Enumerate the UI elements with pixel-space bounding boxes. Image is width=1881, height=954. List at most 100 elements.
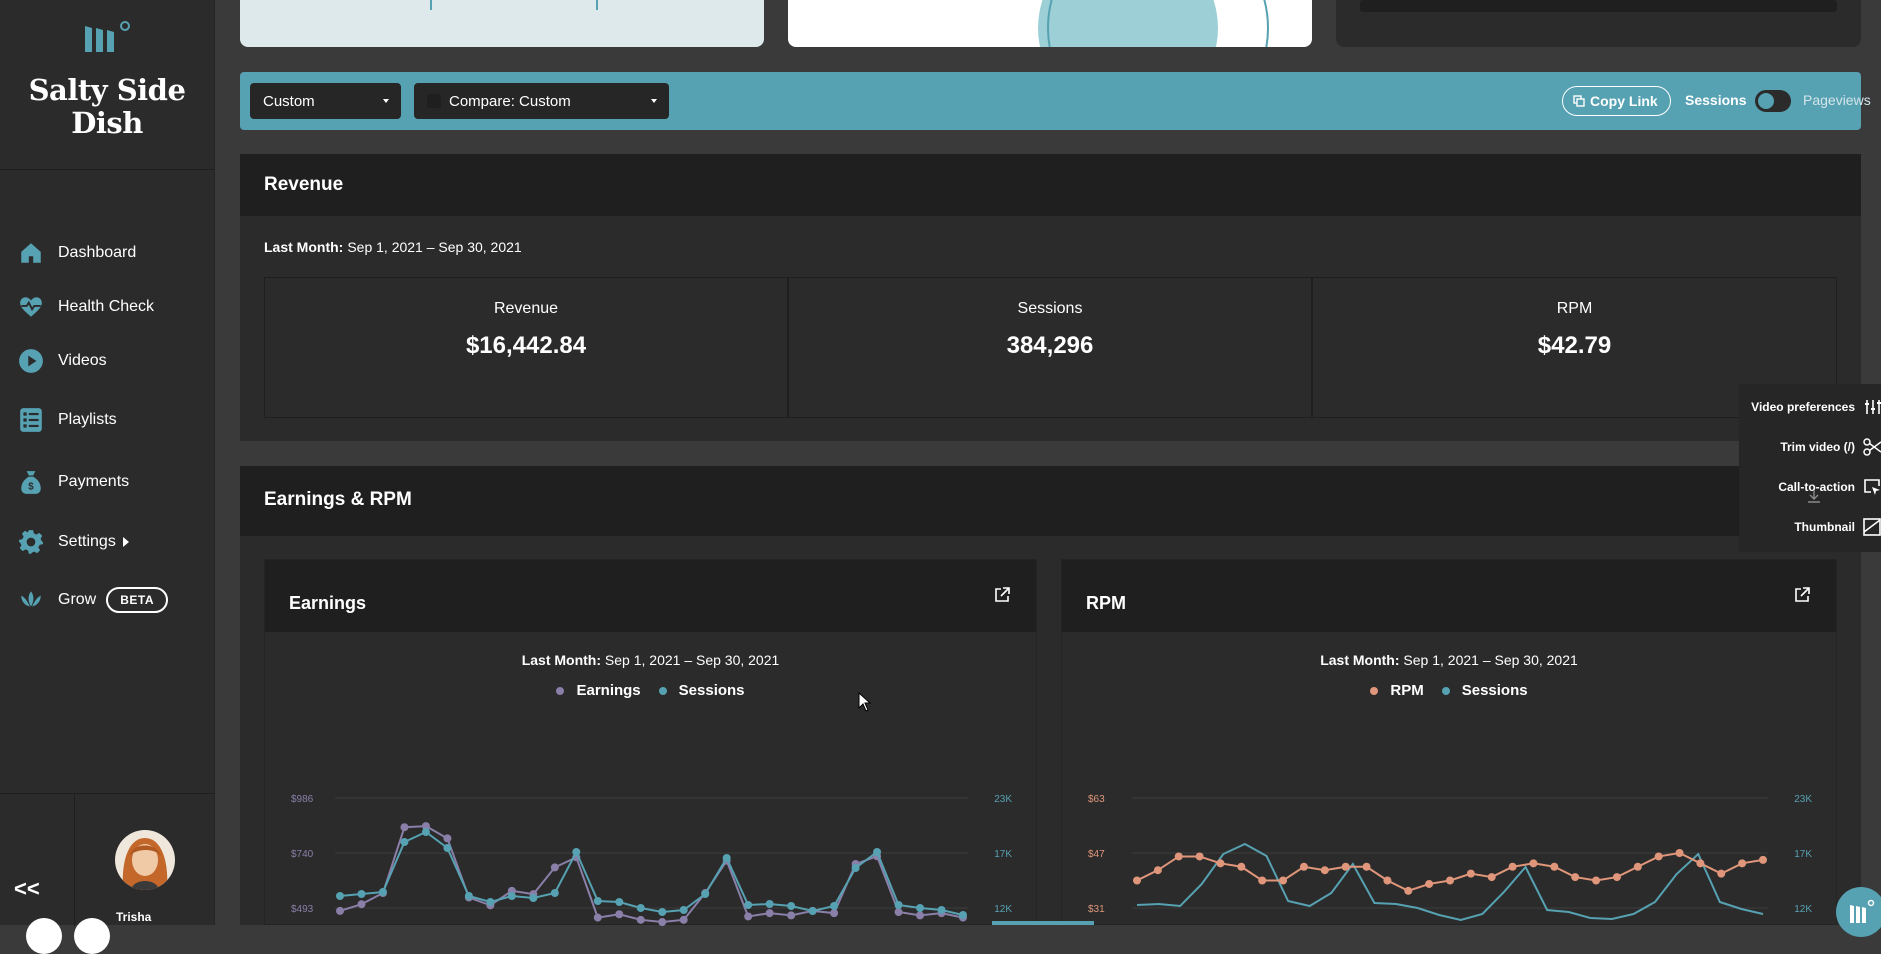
data-point <box>1195 852 1204 861</box>
data-point <box>1174 852 1183 861</box>
sidebar-item-playlists[interactable]: Playlists <box>0 388 214 452</box>
user-name: Trisha <box>116 910 152 924</box>
avatar[interactable] <box>115 830 175 890</box>
data-point <box>1571 873 1580 882</box>
dock-button[interactable] <box>26 918 62 954</box>
sidebar-item-settings[interactable]: Settings <box>0 512 214 572</box>
data-point <box>1341 862 1350 871</box>
gear-icon <box>19 530 43 554</box>
data-point <box>744 912 753 921</box>
mouse-cursor-icon <box>858 692 872 712</box>
date-range-select[interactable]: Custom <box>250 83 401 119</box>
legend-label: Sessions <box>1461 682 1528 699</box>
collapse-sidebar-button[interactable]: << <box>14 876 40 901</box>
data-point <box>1404 886 1413 895</box>
sidebar-item-label: Grow <box>58 591 97 608</box>
external-link-icon[interactable] <box>1794 587 1810 603</box>
rpm-chart-header: RPM <box>1062 560 1836 632</box>
revenue-section-header: Revenue <box>240 154 1861 216</box>
compare-select[interactable]: Compare: Custom <box>414 83 669 119</box>
dock-button[interactable] <box>74 918 110 954</box>
earnings-chart-card: Earnings Last Month: Sep 1, 2021 – Sep 3… <box>264 559 1037 926</box>
legend-label: Earnings <box>576 682 641 699</box>
sidebar-item-videos[interactable]: Videos <box>0 334 214 388</box>
earnings-rpm-section-header: Earnings & RPM <box>240 466 1861 536</box>
footer-divider <box>74 794 75 926</box>
date-range-value: Custom <box>263 92 315 110</box>
trim-video-button[interactable]: Trim video (/) <box>1780 440 1855 454</box>
legend-item-earnings[interactable]: Earnings <box>556 682 641 699</box>
y-right-tick-label: 23K <box>1794 794 1812 805</box>
stat-label: RPM <box>1556 300 1593 317</box>
legend-dot <box>658 687 667 696</box>
data-point <box>1466 869 1475 878</box>
stat-revenue: Revenue $16,442.84 <box>264 277 788 418</box>
data-point <box>679 906 688 914</box>
data-point <box>529 894 538 902</box>
y-right-tick-label: 17K <box>1794 849 1812 860</box>
copy-icon <box>1573 95 1585 107</box>
stat-sessions: Sessions 384,296 <box>788 277 1312 418</box>
sidebar-item-label: Dashboard <box>58 244 137 261</box>
help-chat-button[interactable] <box>1836 887 1881 937</box>
data-point <box>550 889 559 897</box>
data-point <box>873 848 882 856</box>
video-preferences-button[interactable]: Video preferences <box>1751 400 1855 414</box>
data-point <box>744 901 753 909</box>
top-card-pie <box>1038 0 1269 47</box>
y-left-tick-label: $493 <box>291 904 314 915</box>
sidebar: Salty Side Dish Dashboard Health Check V… <box>0 0 215 954</box>
sidebar-item-health-check[interactable]: Health Check <box>0 280 214 334</box>
video-tools-panel: Video preferences Trim video (/) Call-to… <box>1739 384 1881 552</box>
legend-item-sessions[interactable]: Sessions <box>1441 682 1528 699</box>
data-point <box>357 900 366 909</box>
legend-item-sessions[interactable]: Sessions <box>658 682 745 699</box>
data-point <box>1696 859 1705 868</box>
compare-value: Compare: Custom <box>449 92 571 110</box>
data-point <box>464 892 473 900</box>
heart-pulse-icon <box>20 297 42 317</box>
download-icon <box>1805 490 1823 504</box>
sessions-pageviews-toggle[interactable] <box>1755 90 1791 112</box>
video-tool-label: Trim video (/) <box>1780 440 1855 454</box>
data-point <box>851 864 860 872</box>
data-point <box>572 848 581 856</box>
brand-logo-icon <box>85 21 130 52</box>
rpm-chart-card: RPM Last Month: Sep 1, 2021 – Sep 30, 20… <box>1061 559 1837 925</box>
image-icon <box>1863 518 1881 536</box>
data-point <box>1550 862 1559 871</box>
data-point <box>658 908 667 916</box>
y-left-tick-label: $740 <box>291 849 314 860</box>
scissors-icon <box>1863 438 1881 456</box>
sidebar-item-grow[interactable]: Grow BETA <box>0 572 214 628</box>
call-to-action-button[interactable]: Call-to-action <box>1778 480 1855 494</box>
thumbnail-button[interactable]: Thumbnail <box>1794 520 1855 534</box>
y-left-tick-label: $986 <box>291 794 314 805</box>
data-point <box>1529 859 1538 868</box>
pointer-box-icon <box>1864 479 1880 495</box>
period-range: Sep 1, 2021 – Sep 30, 2021 <box>347 239 522 255</box>
legend-item-rpm[interactable]: RPM <box>1370 682 1424 699</box>
beta-badge: BETA <box>106 587 169 613</box>
sidebar-item-payments[interactable]: $ Payments <box>0 452 214 512</box>
data-point <box>1299 862 1308 871</box>
bottom-dock <box>26 918 110 954</box>
legend-label: Sessions <box>678 682 745 699</box>
data-point <box>1425 879 1434 888</box>
sidebar-item-dashboard[interactable]: Dashboard <box>0 226 214 280</box>
brand: Salty Side Dish <box>0 0 214 170</box>
toggle-pageviews-label: Pageviews <box>1803 92 1871 108</box>
brand-name: Salty Side Dish <box>28 73 186 140</box>
data-point <box>636 915 645 924</box>
legend-dot <box>1441 687 1450 696</box>
copy-link-button[interactable]: Copy Link <box>1562 86 1671 116</box>
period-label: Last Month: <box>1320 652 1400 668</box>
compare-color-swatch <box>427 94 441 108</box>
data-point <box>1508 862 1517 871</box>
data-point <box>1279 876 1288 885</box>
scroll-indicator[interactable] <box>992 921 1094 925</box>
data-point <box>615 898 624 906</box>
external-link-icon[interactable] <box>994 587 1010 603</box>
rpm-chart-period: Last Month: Sep 1, 2021 – Sep 30, 2021 <box>1062 652 1836 668</box>
sidebar-item-label: Payments <box>58 473 130 490</box>
